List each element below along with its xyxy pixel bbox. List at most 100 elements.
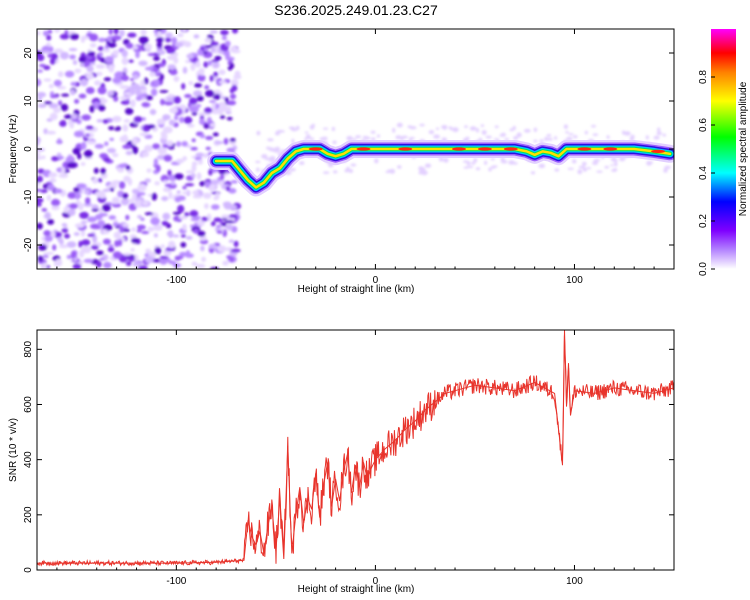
- noise-blob: [219, 174, 225, 180]
- noise-blob: [209, 75, 214, 82]
- noise-blob: [168, 119, 176, 126]
- noise-blob: [61, 223, 68, 227]
- noise-blob: [102, 238, 111, 245]
- noise-blob: [43, 30, 49, 37]
- y-tick-label: 600: [23, 396, 34, 413]
- noise-blob: [96, 250, 104, 256]
- noise-blob: [376, 134, 381, 138]
- noise-blob: [199, 134, 206, 139]
- noise-blob: [656, 131, 663, 136]
- noise-blob: [155, 164, 161, 173]
- noise-blob: [207, 60, 213, 66]
- noise-blob: [492, 165, 498, 168]
- noise-blob: [77, 153, 82, 160]
- noise-blob: [101, 229, 108, 234]
- noise-blob: [346, 135, 353, 141]
- noise-blob: [64, 114, 73, 119]
- noise-blob: [70, 81, 77, 86]
- noise-blob: [83, 258, 94, 263]
- noise-blob: [418, 171, 424, 175]
- noise-blob: [124, 107, 134, 115]
- noise-blob: [186, 250, 190, 256]
- noise-blob: [121, 57, 129, 65]
- noise-blob: [493, 138, 500, 141]
- noise-blob: [331, 126, 335, 132]
- noise-blob: [46, 34, 52, 41]
- spectrogram-ylabel: Frequency (Hz): [8, 115, 19, 184]
- noise-blob: [304, 137, 308, 141]
- noise-blob: [370, 137, 376, 141]
- noise-blob: [112, 153, 119, 158]
- noise-blob: [108, 29, 113, 35]
- noise-blob: [465, 136, 470, 141]
- noise-blob: [113, 231, 121, 239]
- noise-blob: [72, 60, 78, 65]
- noise-blob: [610, 164, 614, 167]
- noise-blob: [47, 184, 55, 191]
- noise-blob: [41, 155, 46, 160]
- noise-blob: [125, 165, 131, 171]
- noise-blob: [156, 29, 162, 32]
- noise-blob: [189, 97, 198, 105]
- noise-blob: [153, 158, 159, 166]
- noise-blob: [136, 229, 142, 233]
- noise-blob: [69, 203, 78, 210]
- noise-blob: [182, 29, 187, 32]
- noise-blob: [57, 155, 64, 160]
- noise-blob: [219, 115, 226, 119]
- noise-blob: [108, 215, 117, 220]
- noise-blob: [37, 69, 43, 73]
- noise-blob: [546, 134, 552, 137]
- y-tick-label: 0: [23, 567, 34, 573]
- noise-blob: [199, 180, 205, 187]
- noise-blob: [205, 135, 214, 141]
- noise-blob: [81, 245, 92, 254]
- noise-blob: [103, 77, 112, 82]
- noise-blob: [213, 196, 219, 201]
- noise-blob: [267, 138, 274, 142]
- noise-blob: [199, 118, 205, 125]
- noise-blob: [485, 135, 492, 139]
- noise-blob: [182, 66, 188, 74]
- noise-blob: [192, 194, 203, 199]
- noise-blob: [81, 239, 91, 246]
- noise-blob: [41, 50, 51, 54]
- noise-blob: [145, 255, 154, 264]
- noise-blob: [200, 245, 205, 252]
- noise-blob: [182, 223, 187, 231]
- noise-blob: [95, 71, 103, 76]
- noise-blob: [125, 261, 132, 266]
- noise-blob: [123, 252, 132, 256]
- noise-blob: [554, 136, 558, 140]
- noise-blob: [149, 109, 157, 115]
- noise-blob: [48, 172, 58, 178]
- noise-blob: [80, 229, 86, 237]
- noise-blob: [167, 169, 172, 176]
- noise-blob: [93, 225, 102, 230]
- noise-blob: [50, 94, 59, 99]
- noise-blob: [191, 173, 196, 179]
- noise-blob: [166, 140, 174, 147]
- noise-blob: [173, 75, 180, 82]
- noise-blob: [127, 178, 133, 186]
- noise-blob: [85, 133, 90, 137]
- noise-blob: [156, 37, 164, 43]
- noise-blob: [144, 144, 153, 152]
- noise-blob: [166, 47, 176, 54]
- noise-blob: [89, 33, 99, 42]
- noise-blob: [78, 202, 84, 211]
- noise-blob: [530, 171, 536, 175]
- noise-blob: [229, 93, 237, 100]
- noise-blob: [185, 236, 193, 240]
- noise-blob: [145, 66, 154, 71]
- noise-blob: [37, 54, 45, 62]
- noise-blob: [584, 130, 588, 135]
- figure-title: S236.2025.249.01.23.C27: [274, 2, 438, 18]
- noise-blob: [443, 157, 449, 163]
- noise-blob: [104, 141, 109, 147]
- noise-blob: [44, 251, 55, 255]
- noise-blob: [228, 214, 238, 219]
- y-tick-label: 20: [23, 47, 34, 59]
- noise-blob: [348, 169, 354, 173]
- noise-blob: [169, 107, 179, 114]
